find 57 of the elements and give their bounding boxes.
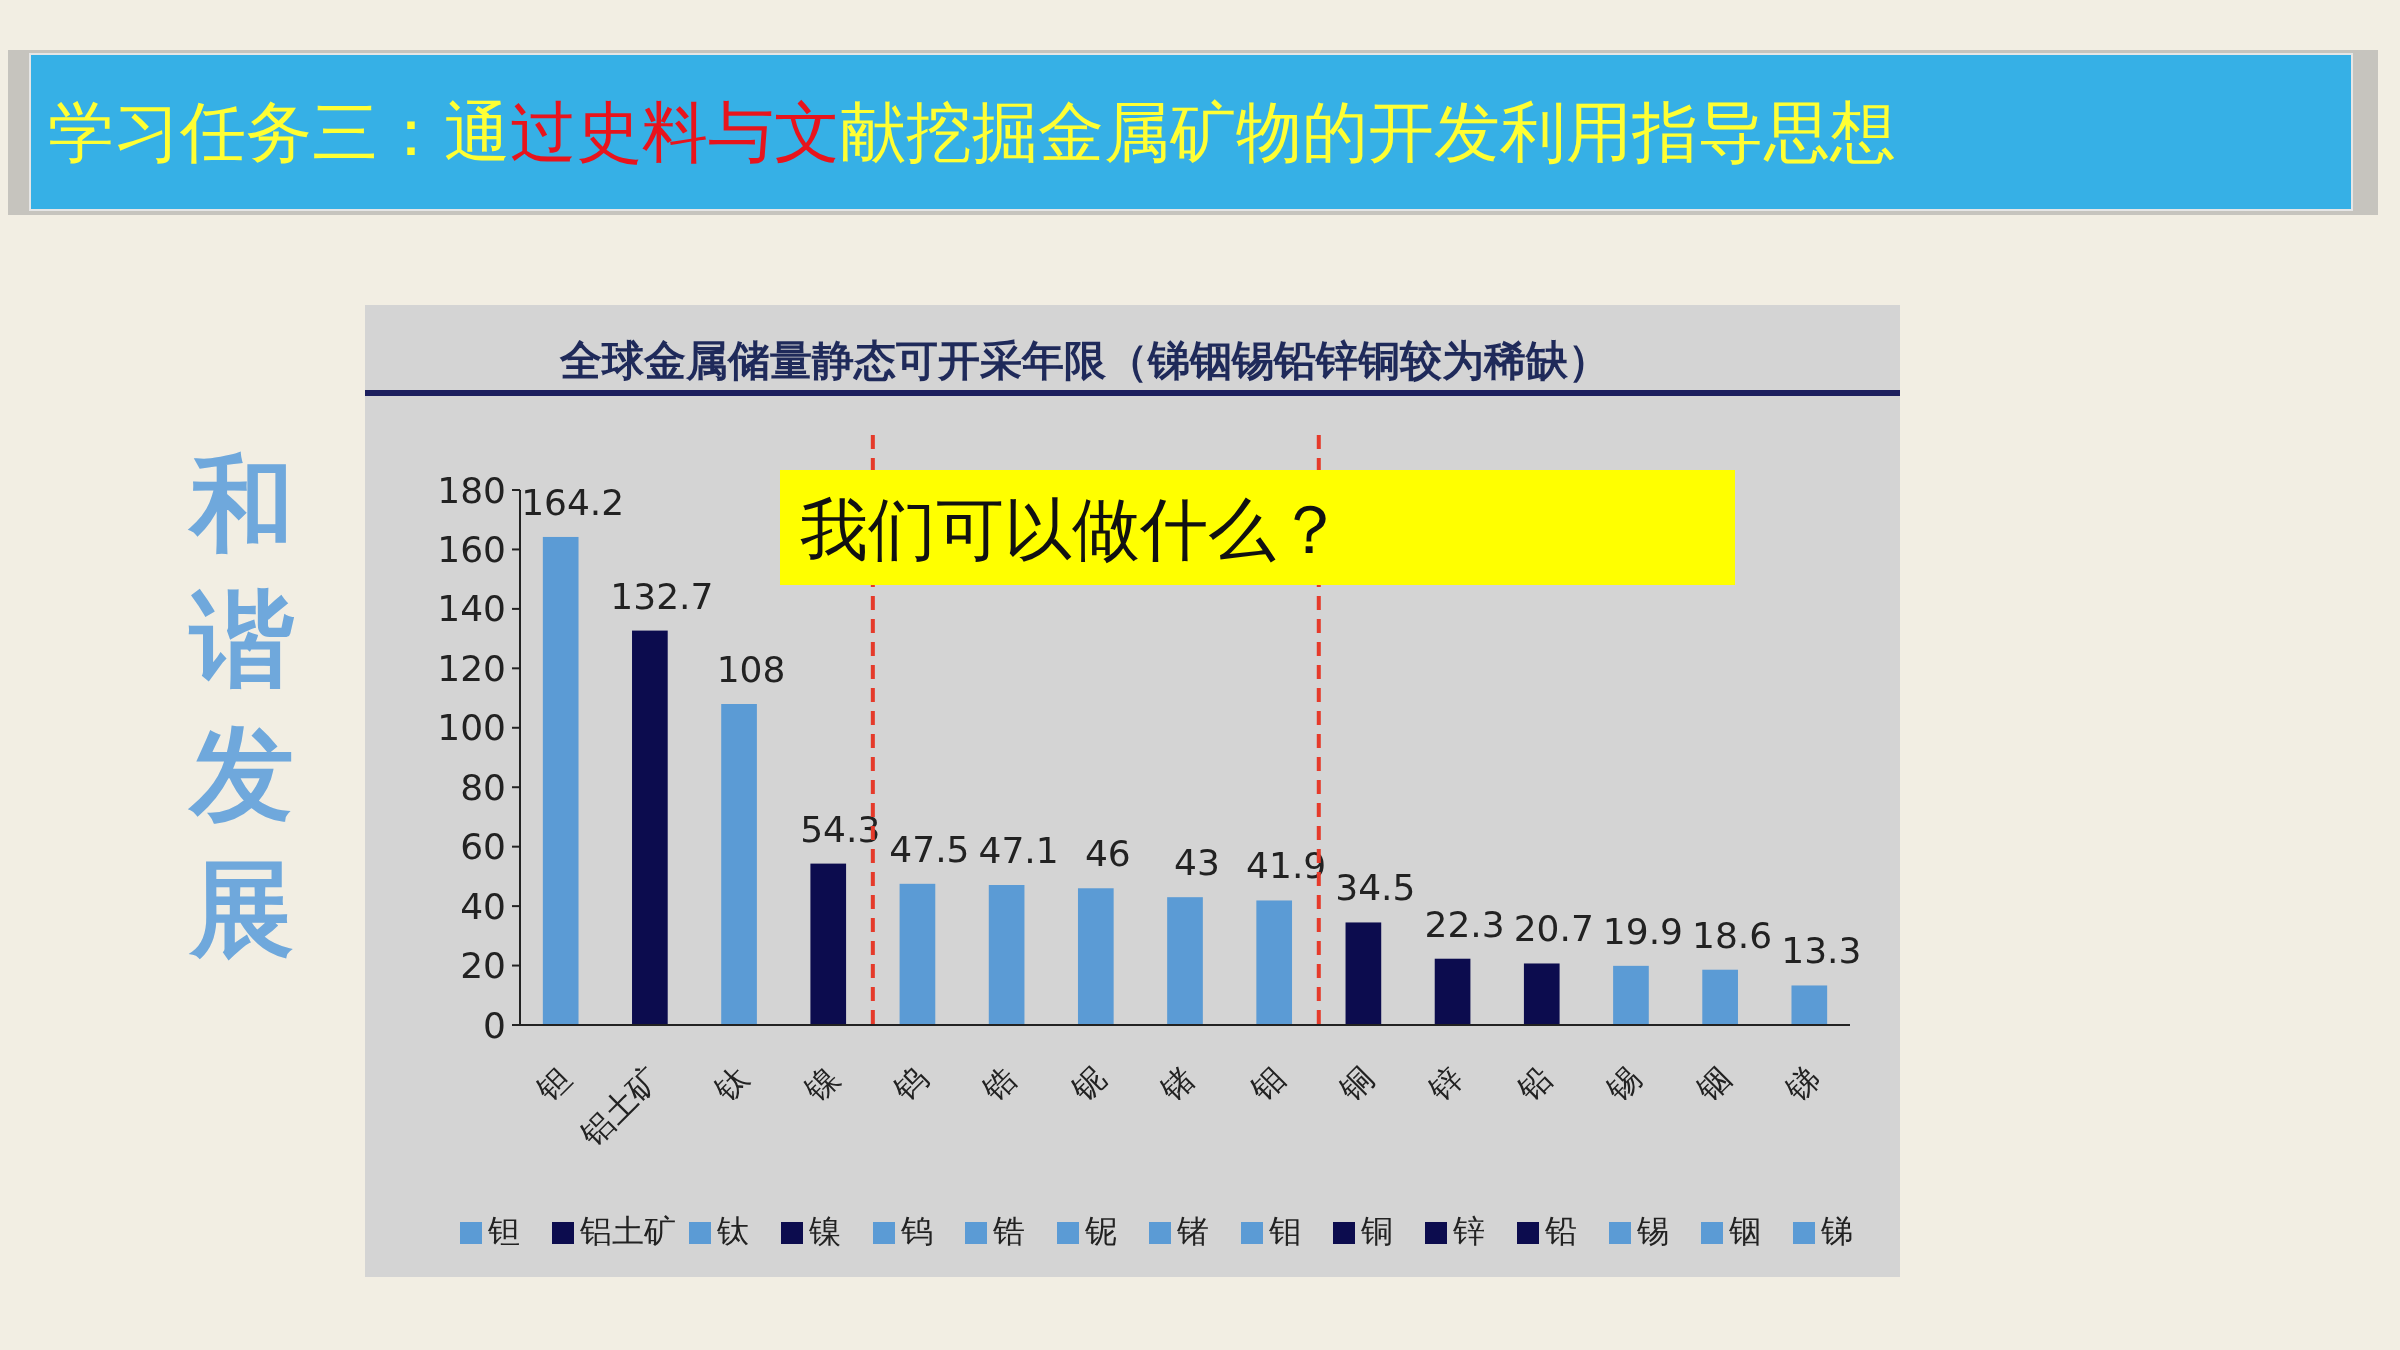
y-tick-label: 20 — [460, 945, 506, 987]
data-label: 20.7 — [1513, 908, 1594, 950]
legend-label: 钽 — [487, 1212, 520, 1250]
legend-label: 铅 — [1544, 1212, 1577, 1250]
y-tick-label: 120 — [437, 647, 506, 689]
legend-label: 钼 — [1268, 1212, 1301, 1250]
y-tick-label: 0 — [483, 1004, 506, 1046]
y-tick-label: 40 — [460, 885, 506, 927]
x-tick-label: 钽 — [528, 1058, 579, 1109]
x-tick-label: 钛 — [706, 1058, 757, 1109]
data-label: 18.6 — [1692, 914, 1773, 956]
x-tick-label: 锗 — [1152, 1058, 1203, 1109]
data-label: 46 — [1084, 833, 1131, 875]
y-tick-label: 100 — [437, 707, 506, 749]
legend-label: 锡 — [1636, 1212, 1669, 1250]
x-tick-label: 锑 — [1776, 1058, 1827, 1109]
legend-label: 锗 — [1176, 1212, 1209, 1250]
x-tick-label: 铟 — [1687, 1058, 1738, 1109]
x-tick-label: 钼 — [1241, 1058, 1292, 1109]
legend-label: 锌 — [1452, 1212, 1485, 1250]
data-label: 54.3 — [800, 808, 881, 850]
chart-title: 全球金属储量静态可开采年限（锑铟锡铅锌铜较为稀缺） — [559, 336, 1610, 385]
x-tick-label: 铜 — [1330, 1058, 1382, 1109]
data-label: 47.5 — [889, 828, 970, 870]
x-tick-label: 锆 — [974, 1058, 1025, 1109]
legend-label: 铝土矿 — [579, 1212, 676, 1250]
text: 和谐发展 — [187, 443, 295, 970]
data-label: 164.2 — [521, 481, 625, 523]
x-tick-label: 镍 — [795, 1058, 846, 1109]
data-label: 132.7 — [610, 575, 714, 617]
data-label: 108 — [716, 649, 786, 690]
data-label: 19.9 — [1602, 910, 1684, 952]
legend-label: 钨 — [900, 1212, 933, 1250]
annotation: 我们可以做什么？ — [800, 490, 1344, 569]
x-tick-label: 锡 — [1598, 1058, 1649, 1109]
data-label: 13.3 — [1781, 930, 1862, 972]
data-label: 22.3 — [1424, 903, 1505, 945]
legend-label: 钛 — [716, 1212, 749, 1250]
legend-label: 锑 — [1820, 1212, 1853, 1250]
legend-label: 镍 — [808, 1212, 841, 1250]
y-tick-label: 140 — [437, 588, 506, 630]
legend-label: 锆 — [992, 1212, 1025, 1250]
data-label: 47.1 — [978, 830, 1059, 872]
x-tick-label: 钨 — [884, 1058, 936, 1109]
legend-label: 铜 — [1360, 1212, 1393, 1250]
legend-label: 铟 — [1728, 1212, 1761, 1250]
y-tick-label: 180 — [437, 469, 506, 511]
legend-label: 铌 — [1084, 1212, 1117, 1250]
y-tick-label: 160 — [437, 529, 506, 571]
y-tick-label: 60 — [460, 826, 506, 868]
x-tick-label: 铅 — [1509, 1058, 1560, 1109]
data-label: 34.5 — [1335, 867, 1416, 909]
data-label: 43 — [1174, 842, 1220, 884]
y-tick-label: 80 — [460, 766, 506, 808]
x-tick-label: 铌 — [1063, 1058, 1114, 1109]
x-tick-label: 锌 — [1420, 1058, 1471, 1109]
text: 学习任务三：通过史料与文献挖掘金属矿物的开发利用指导思想 — [48, 94, 1896, 171]
